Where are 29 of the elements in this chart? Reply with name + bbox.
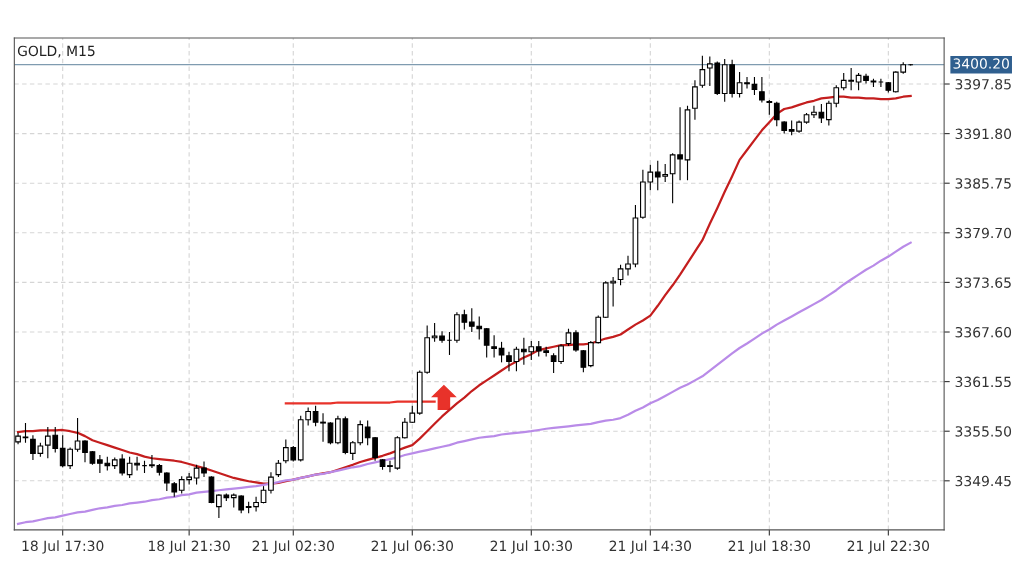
candlestick bbox=[22, 422, 29, 444]
ref-line-label: 3400.20 bbox=[953, 58, 1009, 69]
x-tick-label: 21 Jul 02:30 bbox=[252, 540, 334, 554]
candlestick bbox=[491, 334, 497, 358]
y-tick-label: 3367.60 bbox=[955, 326, 1012, 338]
x-tick-label: 21 Jul 22:30 bbox=[847, 540, 930, 554]
candlestick bbox=[692, 79, 698, 121]
candlestick bbox=[751, 76, 758, 96]
candlestick bbox=[759, 76, 765, 104]
y-tick-label: 3379.70 bbox=[955, 227, 1012, 239]
y-tick-label: 3355.50 bbox=[955, 426, 1012, 437]
candlestick bbox=[773, 101, 780, 127]
candlestick bbox=[483, 327, 490, 358]
x-tick-label: 21 Jul 06:30 bbox=[371, 540, 454, 554]
y-tick-label: 3361.55 bbox=[955, 376, 1011, 388]
x-tick-label: 21 Jul 14:30 bbox=[609, 540, 692, 554]
y-tick-label: 3391.80 bbox=[955, 128, 1012, 140]
line-series bbox=[16, 241, 912, 525]
y-tick-label: 3349.45 bbox=[955, 475, 1011, 487]
x-tick-label: 18 Jul 17:30 bbox=[22, 540, 104, 554]
candlestick bbox=[268, 471, 274, 495]
x-tick-label: 18 Jul 21:30 bbox=[149, 540, 230, 554]
chart-title: GOLD, M15 bbox=[17, 45, 95, 58]
x-tick-label: 21 Jul 10:30 bbox=[490, 540, 573, 554]
candlestick bbox=[699, 55, 706, 89]
y-tick-label: 3373.65 bbox=[955, 277, 1011, 288]
y-tick-label: 3385.75 bbox=[955, 178, 1011, 189]
y-tick-label: 3397.85 bbox=[955, 78, 1011, 90]
x-tick-label: 21 Jul 18:30 bbox=[728, 540, 811, 554]
